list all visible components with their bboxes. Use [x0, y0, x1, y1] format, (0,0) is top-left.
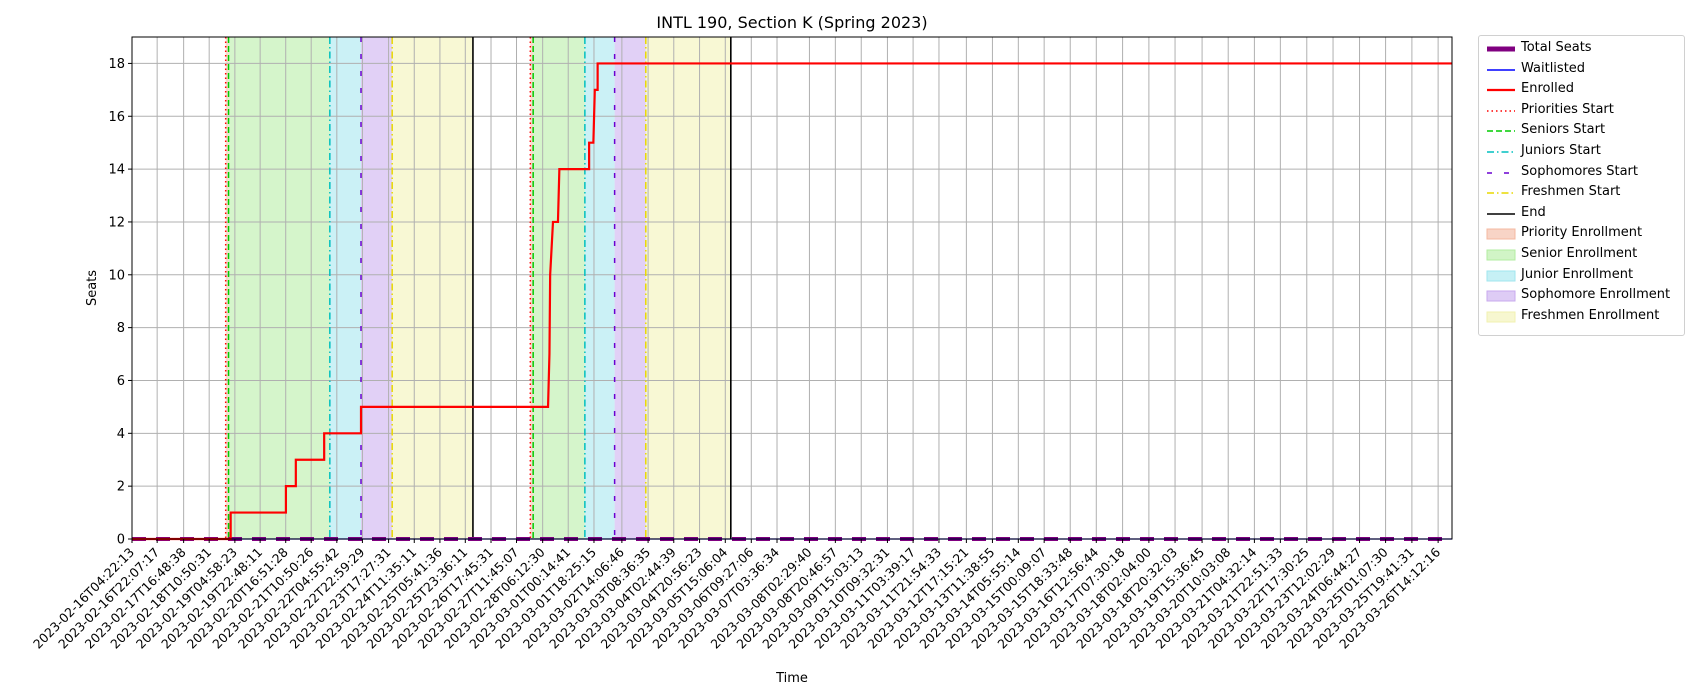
span-priority-enrollment: [225, 37, 229, 539]
span-sophomore-enrollment: [361, 37, 393, 539]
legend-label: Freshmen Enrollment: [1521, 307, 1660, 323]
legend-label: Junior Enrollment: [1521, 266, 1634, 282]
legend-swatch: [1487, 110, 1515, 112]
legend-label: Enrolled: [1521, 81, 1574, 97]
legend-label: Waitlisted: [1521, 60, 1586, 76]
legend-label: Sophomores Start: [1521, 163, 1638, 179]
legend-label: End: [1521, 204, 1546, 220]
legend-item: Priority Enrollment: [1479, 224, 1684, 245]
legend-label: Juniors Start: [1521, 142, 1601, 158]
legend-item: Total Seats: [1479, 39, 1684, 60]
span-priority-enrollment: [530, 37, 534, 539]
legend-swatch: [1487, 89, 1515, 92]
y-tick-label: 2: [117, 480, 125, 495]
legend-label: Senior Enrollment: [1521, 245, 1638, 261]
grid-lines: [131, 37, 1452, 540]
legend-label: Priorities Start: [1521, 101, 1614, 117]
legend-label: Sophomore Enrollment: [1521, 287, 1671, 303]
legend-swatch: [1487, 192, 1515, 194]
y-tick-label: 16: [108, 110, 125, 125]
enrollment-period-spans: [225, 37, 731, 539]
legend-swatch: [1487, 213, 1515, 215]
legend-item: End: [1479, 204, 1684, 225]
span-junior-enrollment: [329, 37, 362, 539]
y-tick-label: 12: [108, 215, 125, 230]
legend-item: Juniors Start: [1479, 142, 1684, 163]
span-senior-enrollment: [228, 37, 330, 539]
span-junior-enrollment: [584, 37, 615, 539]
legend-item: Junior Enrollment: [1479, 266, 1684, 287]
legend-item: Sophomores Start: [1479, 163, 1684, 184]
legend-swatch: [1486, 311, 1516, 323]
x-axis-ticks: 2023-02-16T04:22:132023-02-16T22:07:1720…: [30, 539, 1443, 652]
legend-item: Seniors Start: [1479, 121, 1684, 142]
legend-swatch: [1486, 249, 1516, 261]
y-tick-label: 8: [117, 321, 125, 336]
phase-start-lines: [224, 37, 732, 539]
legend-label: Total Seats: [1521, 40, 1592, 55]
legend-item: Senior Enrollment: [1479, 245, 1684, 266]
plot-frame: [131, 36, 1453, 540]
legend-item: Priorities Start: [1479, 101, 1684, 122]
legend-item: Freshmen Enrollment: [1479, 307, 1684, 328]
legend-swatch: [1486, 270, 1516, 282]
y-tick-label: 10: [108, 268, 125, 283]
y-tick-label: 0: [117, 533, 125, 548]
y-tick-label: 18: [108, 57, 125, 72]
span-sophomore-enrollment: [614, 37, 646, 539]
legend-swatch: [1487, 46, 1515, 52]
legend-swatch: [1487, 130, 1515, 133]
y-tick-label: 6: [117, 374, 125, 389]
legend-label: Priority Enrollment: [1521, 225, 1643, 241]
legend-swatch: [1487, 68, 1515, 71]
chart-legend: Total Seats Waitlisted Enrolled Priorities …: [1478, 35, 1685, 336]
legend-swatch: [1487, 151, 1515, 153]
legend-item: Waitlisted: [1479, 60, 1684, 81]
span-freshmen-enrollment: [645, 37, 731, 539]
legend-label: Seniors Start: [1521, 122, 1606, 138]
legend-label: Freshmen Start: [1521, 184, 1621, 200]
legend-item: Freshmen Start: [1479, 183, 1684, 204]
legend-item: Sophomore Enrollment: [1479, 286, 1684, 307]
y-axis-label: Seats: [85, 270, 100, 306]
span-senior-enrollment: [533, 37, 585, 539]
span-freshmen-enrollment: [392, 37, 473, 539]
chart-title: INTL 190, Section K (Spring 2023): [656, 13, 927, 32]
series-enrolled: [132, 62, 1452, 541]
legend-swatch: [1487, 171, 1515, 174]
legend-swatch: [1486, 228, 1516, 240]
x-axis-label: Time: [775, 671, 808, 686]
y-tick-label: 4: [117, 427, 125, 442]
legend-item: Enrolled: [1479, 80, 1684, 101]
y-axis-ticks: 0 2 4 6 8 10 12 14 16 18: [108, 57, 132, 548]
legend-swatch: [1486, 290, 1516, 302]
y-tick-label: 14: [108, 163, 125, 178]
